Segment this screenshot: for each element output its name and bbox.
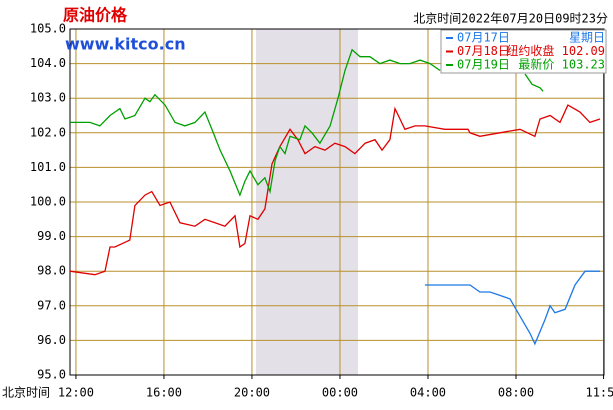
legend-box <box>440 29 607 74</box>
y-tick-label: 101.0 <box>30 160 66 174</box>
y-tick-label: 104.0 <box>30 56 66 70</box>
legend-note: 纽约收盘 102.09 <box>506 43 605 58</box>
y-tick-label: 99.0 <box>37 229 66 243</box>
y-tick-label: 100.0 <box>30 195 66 209</box>
plot-frame <box>69 28 605 376</box>
y-tick-label: 96.0 <box>37 333 66 347</box>
x-tick-label: 12:00 <box>58 386 94 400</box>
x-axis-label: 北京时间 <box>2 386 50 400</box>
legend-label: 07月19日 <box>457 58 510 72</box>
y-tick-label: 102.0 <box>30 125 66 139</box>
x-tick-label: 08:00 <box>498 386 534 400</box>
legend-note: 星期日 <box>569 31 605 45</box>
y-tick-label: 95.0 <box>37 368 66 382</box>
x-tick-label: 11:59 <box>585 386 613 400</box>
y-tick-label: 105.0 <box>30 22 66 36</box>
price-line <box>70 48 544 197</box>
price-line <box>69 104 601 276</box>
x-tick-label: 20:00 <box>234 386 270 400</box>
x-tick-label: 04:00 <box>410 386 446 400</box>
legend-label: 07月17日 <box>457 31 510 45</box>
y-tick-label: 103.0 <box>30 91 66 105</box>
chart-title: 原油价格 <box>63 6 128 25</box>
legend-label: 07月18日 <box>457 44 510 58</box>
legend-note: 最新价 103.23 <box>518 57 605 72</box>
source-label: www.kitco.cn <box>65 35 186 54</box>
y-tick-label: 97.0 <box>37 298 66 312</box>
y-tick-label: 98.0 <box>37 264 66 278</box>
timestamp: 北京时间2022年07月20日09时23分 <box>413 12 608 26</box>
x-tick-label: 00:00 <box>322 386 358 400</box>
price-line <box>424 270 600 346</box>
x-tick-label: 16:00 <box>146 386 182 400</box>
